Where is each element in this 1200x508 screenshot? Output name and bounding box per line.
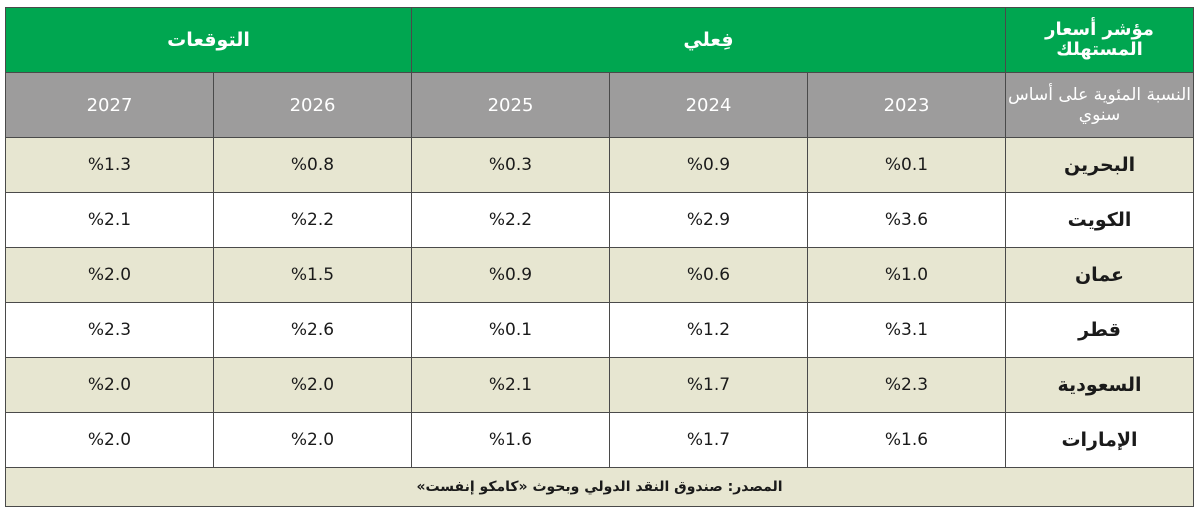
forecast-group-header: التوقعات: [5, 7, 412, 73]
year-header-2025: 2025: [410, 72, 611, 138]
country-name: الإمارات: [1005, 412, 1195, 468]
country-name: السعودية: [1005, 357, 1195, 413]
table-row: الكويت %3.6 %2.9 %2.2 %2.2 %2.1: [5, 192, 1195, 248]
value-cell: %2.0: [5, 247, 214, 303]
value-cell: %1.2: [609, 302, 809, 358]
value-cell: %1.5: [213, 247, 412, 303]
value-cell: %2.0: [213, 357, 412, 413]
table-row: الإمارات %1.6 %1.7 %1.6 %2.0 %2.0: [5, 412, 1195, 468]
value-cell: %2.2: [410, 192, 611, 248]
value-cell: %3.1: [807, 302, 1007, 358]
value-cell: %0.1: [410, 302, 611, 358]
value-cell: %1.6: [807, 412, 1007, 468]
value-cell: %2.1: [410, 357, 611, 413]
value-cell: %0.9: [410, 247, 611, 303]
value-cell: %1.7: [609, 357, 809, 413]
year-header-2023: 2023: [807, 72, 1007, 138]
year-header-2026: 2026: [213, 72, 412, 138]
cpi-table: مؤشر أسعار المستهلك فِعلي التوقعات النسب…: [4, 7, 1195, 507]
year-header-2027: 2027: [5, 72, 214, 138]
table-row: السعودية %2.3 %1.7 %2.1 %2.0 %2.0: [5, 357, 1195, 413]
country-name: عمان: [1005, 247, 1195, 303]
value-cell: %2.0: [213, 412, 412, 468]
country-name: الكويت: [1005, 192, 1195, 248]
source-row: المصدر: صندوق النقد الدولي وبحوث «كامكو …: [4, 467, 1195, 507]
value-cell: %0.9: [609, 137, 809, 193]
value-cell: %2.9: [609, 192, 809, 248]
corner-subtitle: النسبة المئوية على أساس سنوي: [1005, 72, 1195, 138]
value-cell: %2.1: [5, 192, 214, 248]
value-cell: %0.8: [213, 137, 412, 193]
value-cell: %2.6: [213, 302, 412, 358]
value-cell: %0.3: [410, 137, 611, 193]
value-cell: %2.3: [5, 302, 214, 358]
table-row: عمان %1.0 %0.6 %0.9 %1.5 %2.0: [5, 247, 1195, 303]
value-cell: %1.0: [807, 247, 1007, 303]
value-cell: %1.3: [5, 137, 214, 193]
table-row: قطر %3.1 %1.2 %0.1 %2.6 %2.3: [5, 302, 1195, 358]
value-cell: %1.7: [609, 412, 809, 468]
country-name: البحرين: [1005, 137, 1195, 193]
year-header-row: النسبة المئوية على أساس سنوي 2023 2024 2…: [5, 72, 1195, 138]
value-cell: %2.3: [807, 357, 1007, 413]
year-header-2024: 2024: [609, 72, 809, 138]
group-header-row: مؤشر أسعار المستهلك فِعلي التوقعات: [5, 7, 1195, 73]
value-cell: %2.2: [213, 192, 412, 248]
value-cell: %0.1: [807, 137, 1007, 193]
corner-title: مؤشر أسعار المستهلك: [1005, 7, 1195, 73]
value-cell: %2.0: [5, 412, 214, 468]
value-cell: %1.6: [410, 412, 611, 468]
actual-group-header: فِعلي: [410, 7, 1007, 73]
country-name: قطر: [1005, 302, 1195, 358]
value-cell: %3.6: [807, 192, 1007, 248]
source-note: المصدر: صندوق النقد الدولي وبحوث «كامكو …: [4, 467, 1195, 507]
value-cell: %2.0: [5, 357, 214, 413]
table-row: البحرين %0.1 %0.9 %0.3 %0.8 %1.3: [5, 137, 1195, 193]
value-cell: %0.6: [609, 247, 809, 303]
